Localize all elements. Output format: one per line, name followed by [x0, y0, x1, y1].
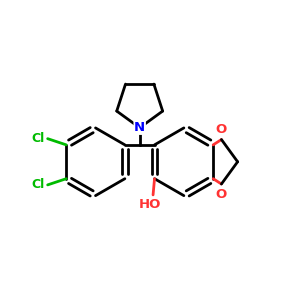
- Text: N: N: [134, 121, 145, 134]
- Text: Cl: Cl: [32, 132, 45, 145]
- Text: O: O: [216, 188, 227, 200]
- Text: Cl: Cl: [32, 178, 45, 191]
- Text: O: O: [216, 123, 227, 136]
- Text: HO: HO: [139, 198, 161, 211]
